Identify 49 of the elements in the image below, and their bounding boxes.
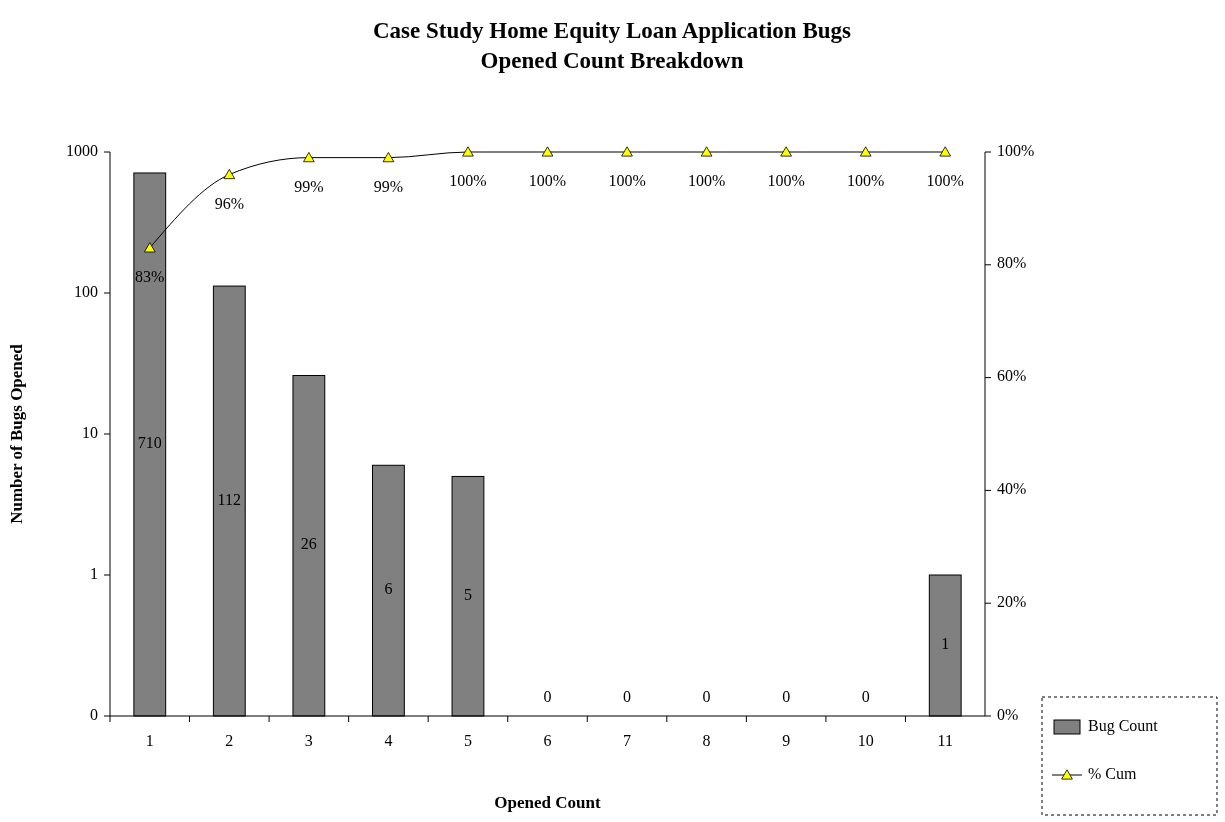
data-label: 26 [300, 535, 317, 553]
data-label: 100% [767, 172, 805, 189]
y-axis-title: Number of Bugs Opened [7, 343, 26, 524]
y2-tick-label: 60% [997, 367, 1027, 385]
data-label: 100% [687, 172, 726, 189]
data-label: 99% [373, 177, 404, 195]
x-tick-label: 4 [384, 732, 393, 749]
x-tick-label: 6 [543, 732, 552, 749]
legend-label: % Cum [1088, 764, 1137, 782]
text: 0 [861, 687, 870, 705]
x-tick-label: 8 [702, 732, 711, 749]
y-tick-label: 1 [90, 564, 98, 582]
text: 0 [702, 687, 711, 705]
y-tick-label: 0 [90, 705, 98, 723]
data-label: 96% [214, 194, 244, 212]
data-label: 1 [941, 635, 950, 653]
x-tick-label: 5 [463, 732, 472, 749]
data-label: 83% [135, 267, 165, 285]
y-tick-label: 1000 [66, 141, 98, 159]
x-tick-label: 7 [623, 732, 632, 749]
legend-label: Bug Count [1088, 716, 1159, 735]
data-label: 100% [449, 172, 487, 189]
data-label: 100% [608, 172, 646, 189]
x-tick-label: 1 [145, 732, 154, 749]
y2-tick-label: 80% [997, 254, 1027, 272]
data-label: 6 [384, 580, 393, 598]
y2-tick-label: 100% [997, 141, 1035, 159]
chart-title: Case Study Home Equity Loan Application Bugs Opened Count Breakdown [372, 18, 852, 73]
x-tick-label: 10 [857, 732, 874, 749]
x-tick-label: 2 [225, 732, 234, 749]
x-tick-label: 3 [304, 732, 313, 749]
text: 0 [782, 687, 791, 705]
y2-tick-label: 20% [997, 592, 1027, 610]
y2-tick-label: 40% [997, 480, 1027, 498]
data-label: 5 [463, 585, 472, 603]
data-label: 100% [528, 172, 567, 189]
data-label: 99% [294, 177, 324, 195]
x-tick-label: 9 [782, 732, 791, 749]
x-tick-label: 11 [937, 732, 953, 749]
data-label: 100% [847, 172, 885, 189]
y2-tick-label: 0% [997, 705, 1019, 723]
text: 0 [543, 687, 552, 705]
data-label: 710 [137, 434, 162, 452]
text: 0 [623, 687, 632, 705]
y-tick-label: 10 [82, 423, 98, 441]
x-axis-title: Opened Count [494, 793, 601, 812]
y-tick-label: 100 [74, 282, 98, 300]
data-label: 112 [217, 490, 242, 508]
data-label: 100% [926, 172, 964, 189]
